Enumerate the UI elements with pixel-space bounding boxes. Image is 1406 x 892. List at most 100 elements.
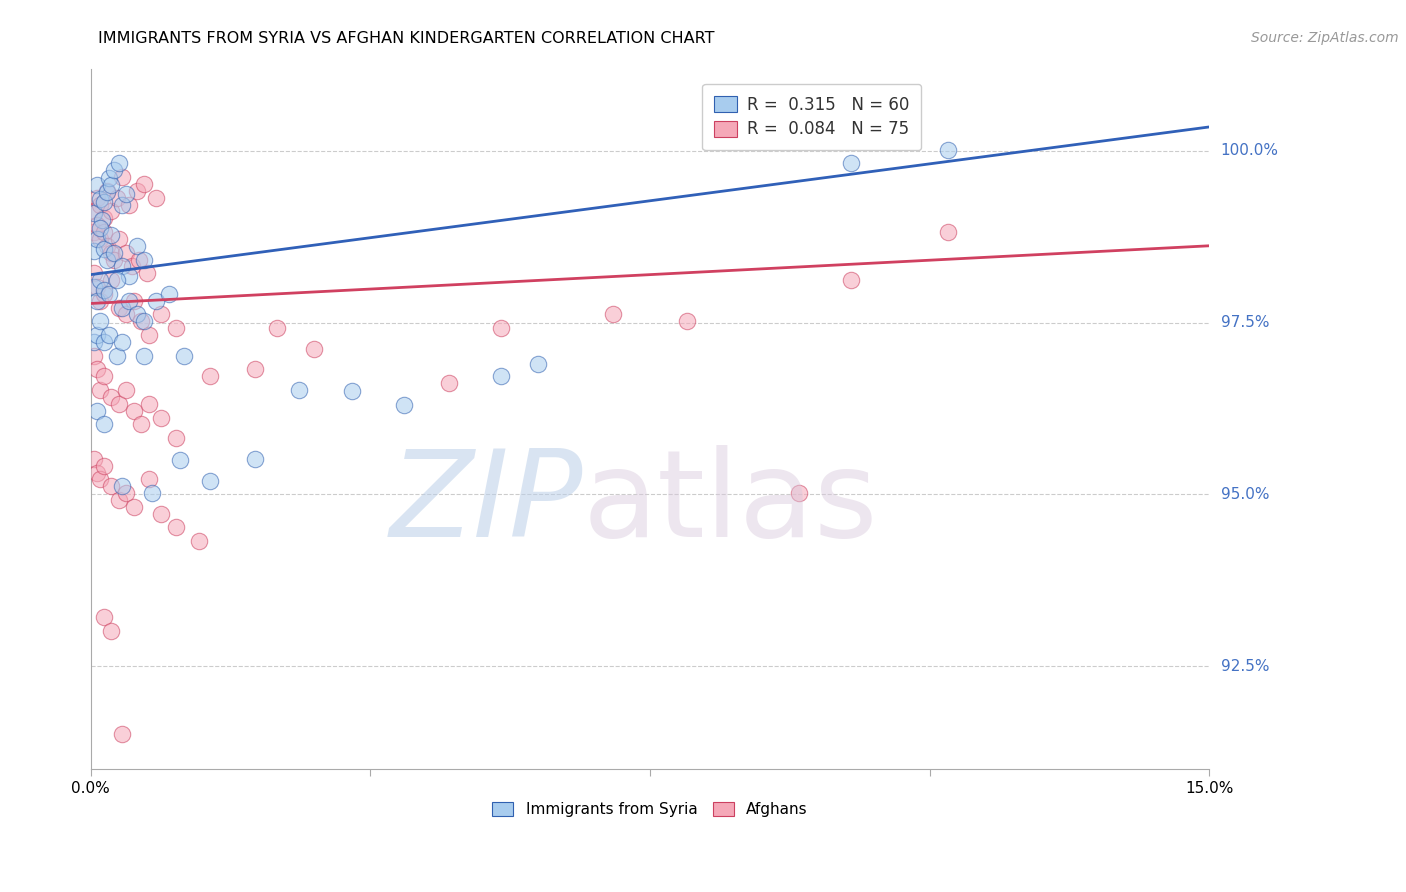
- Point: [125, 184, 148, 198]
- Point: [288, 383, 311, 397]
- Point: [89, 273, 111, 287]
- Point: [86, 293, 108, 308]
- Point: [489, 321, 512, 335]
- Point: [118, 293, 141, 308]
- Point: [89, 383, 111, 397]
- Point: [98, 171, 121, 186]
- Point: [122, 500, 145, 514]
- Point: [93, 286, 115, 301]
- Point: [100, 273, 122, 287]
- Point: [83, 225, 105, 239]
- Point: [115, 186, 138, 201]
- Point: [89, 472, 111, 486]
- Point: [96, 252, 118, 267]
- Point: [187, 534, 209, 549]
- Point: [89, 197, 111, 211]
- Point: [115, 245, 138, 260]
- Point: [83, 334, 105, 349]
- Point: [100, 245, 122, 260]
- Point: [392, 398, 415, 412]
- Point: [134, 349, 156, 363]
- Point: [93, 211, 115, 226]
- Point: [111, 260, 134, 274]
- Point: [243, 451, 266, 466]
- Point: [111, 479, 134, 493]
- Point: [96, 185, 118, 199]
- Point: [83, 266, 105, 280]
- Point: [111, 726, 134, 740]
- Text: 92.5%: 92.5%: [1220, 659, 1270, 673]
- Point: [89, 221, 111, 235]
- Point: [86, 178, 108, 193]
- Point: [304, 342, 326, 356]
- Point: [93, 225, 115, 239]
- Point: [105, 273, 128, 287]
- Point: [96, 184, 118, 198]
- Point: [841, 273, 863, 287]
- Point: [83, 204, 105, 219]
- Point: [165, 520, 187, 534]
- Point: [86, 232, 108, 246]
- Point: [100, 204, 122, 219]
- Point: [150, 507, 173, 521]
- Point: [115, 486, 138, 500]
- Text: 100.0%: 100.0%: [1220, 144, 1278, 159]
- Point: [111, 301, 134, 315]
- Point: [122, 293, 145, 308]
- Point: [131, 314, 153, 328]
- Point: [938, 143, 960, 157]
- Point: [93, 369, 115, 384]
- Point: [437, 376, 460, 391]
- Point: [111, 334, 134, 349]
- Point: [125, 239, 148, 253]
- Point: [115, 308, 138, 322]
- Point: [150, 308, 173, 322]
- Point: [841, 156, 863, 170]
- Point: [86, 280, 108, 294]
- Point: [145, 191, 167, 205]
- Point: [340, 384, 363, 399]
- Point: [134, 252, 156, 267]
- Point: [105, 191, 128, 205]
- Point: [89, 192, 111, 206]
- Point: [98, 286, 121, 301]
- Point: [83, 280, 105, 294]
- Point: [169, 453, 191, 467]
- Text: IMMIGRANTS FROM SYRIA VS AFGHAN KINDERGARTEN CORRELATION CHART: IMMIGRANTS FROM SYRIA VS AFGHAN KINDERGA…: [98, 31, 714, 46]
- Point: [96, 239, 118, 253]
- Point: [105, 349, 128, 363]
- Point: [527, 357, 550, 371]
- Point: [93, 334, 115, 349]
- Point: [93, 283, 115, 297]
- Point: [602, 308, 624, 322]
- Point: [89, 293, 111, 308]
- Point: [83, 206, 105, 220]
- Text: 95.0%: 95.0%: [1220, 487, 1270, 502]
- Point: [93, 417, 115, 432]
- Point: [86, 403, 108, 417]
- Point: [103, 252, 125, 267]
- Point: [122, 403, 145, 417]
- Point: [266, 321, 288, 335]
- Point: [118, 268, 141, 283]
- Point: [198, 369, 221, 384]
- Point: [111, 197, 134, 211]
- Point: [90, 212, 112, 227]
- Point: [93, 458, 115, 473]
- Point: [111, 170, 134, 185]
- Point: [165, 431, 187, 445]
- Legend: Immigrants from Syria, Afghans: Immigrants from Syria, Afghans: [485, 794, 815, 825]
- Point: [83, 349, 105, 363]
- Point: [121, 260, 143, 274]
- Point: [125, 308, 148, 322]
- Point: [83, 451, 105, 466]
- Point: [89, 232, 111, 246]
- Point: [138, 328, 160, 343]
- Text: Source: ZipAtlas.com: Source: ZipAtlas.com: [1251, 31, 1399, 45]
- Text: atlas: atlas: [583, 444, 879, 561]
- Point: [128, 252, 150, 267]
- Point: [134, 314, 156, 328]
- Point: [100, 479, 122, 493]
- Point: [489, 369, 512, 384]
- Text: 97.5%: 97.5%: [1220, 315, 1270, 330]
